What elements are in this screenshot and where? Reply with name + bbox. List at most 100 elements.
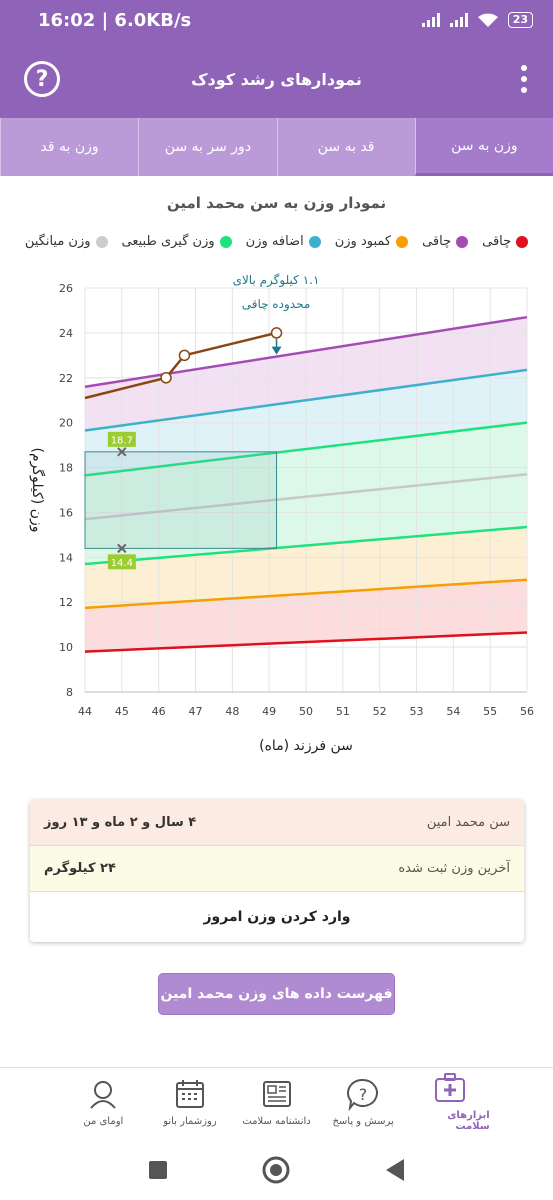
range-marker-low-label: 14.4 bbox=[111, 558, 133, 569]
range-marker-high-label: 18.7 bbox=[111, 435, 133, 446]
legend-dot bbox=[95, 235, 108, 248]
legend-label: وزن گیری طبیعی bbox=[121, 234, 215, 249]
x-tick-label: 56 bbox=[520, 705, 534, 718]
calendar-icon bbox=[175, 1079, 204, 1108]
weight-row: آخرین وزن ثبت شده ۲۴ کیلوگرم bbox=[30, 846, 524, 892]
profile-icon bbox=[90, 1080, 117, 1109]
y-tick-label: 26 bbox=[59, 282, 73, 295]
legend-dot bbox=[219, 235, 232, 248]
legend-dot bbox=[396, 235, 409, 248]
legend-dot bbox=[308, 235, 321, 248]
legend-label: اضافه وزن bbox=[245, 234, 304, 249]
y-tick-label: 24 bbox=[59, 327, 73, 340]
enter-weight-button[interactable]: وارد کردن وزن امروز bbox=[203, 909, 351, 925]
x-tick-label: 49 bbox=[262, 705, 276, 718]
annotation-arrow-head bbox=[271, 346, 282, 355]
y-tick-label: 12 bbox=[59, 596, 73, 609]
nav-profile[interactable]: اومای من bbox=[63, 1068, 143, 1135]
y-axis-label: وزن (کیلوگرم) bbox=[29, 448, 46, 533]
medical-kit-icon bbox=[434, 1073, 465, 1102]
range-marker-badge bbox=[107, 554, 136, 570]
tab-weight-age[interactable]: وزن به سن bbox=[414, 118, 553, 176]
signal-icon bbox=[421, 13, 440, 27]
status-bar: 16:02 | 6.0KB/s 23 bbox=[0, 0, 553, 40]
overflow-menu-button[interactable] bbox=[519, 65, 529, 93]
weight-list-button[interactable]: فهرست داده های وزن محمد امین bbox=[158, 973, 395, 1015]
page-title: نمودارهای رشد کودک bbox=[191, 69, 362, 89]
legend-item: اضافه وزن bbox=[246, 234, 321, 249]
x-tick-label: 47 bbox=[189, 705, 203, 718]
legend-label: وزن میانگین bbox=[24, 234, 91, 249]
x-axis-label: سن فرزند (ماه) bbox=[259, 738, 353, 754]
x-tick-label: 52 bbox=[373, 705, 387, 718]
child-weight-point bbox=[270, 327, 283, 339]
range-marker-x bbox=[117, 447, 127, 457]
home-icon[interactable] bbox=[262, 1156, 290, 1184]
back-icon[interactable] bbox=[384, 1158, 406, 1182]
age-label: سن محمد امین bbox=[426, 815, 510, 830]
tab-bar: وزن به سن قد به سن دور سر به سن وزن به ق… bbox=[0, 118, 553, 176]
y-tick-label: 16 bbox=[59, 506, 73, 519]
x-tick-label: 51 bbox=[336, 705, 350, 718]
status-speed: 6.0KB/s bbox=[114, 9, 192, 31]
nav-encyclopedia[interactable]: دانشنامه سلامت bbox=[237, 1068, 317, 1135]
legend-dot bbox=[456, 235, 469, 248]
x-tick-label: 55 bbox=[483, 705, 497, 718]
legend-dot bbox=[516, 235, 529, 248]
reference-line-orange bbox=[84, 578, 528, 610]
help-button[interactable]: ? bbox=[24, 61, 60, 97]
system-nav bbox=[0, 1140, 553, 1200]
x-tick-label: 46 bbox=[152, 705, 166, 718]
x-tick-label: 54 bbox=[446, 705, 460, 718]
legend-item: وزن میانگین bbox=[25, 234, 108, 249]
y-tick-label: 18 bbox=[59, 462, 73, 475]
status-time: 16:02 bbox=[38, 9, 96, 31]
child-weight-line bbox=[84, 331, 277, 400]
annotation-line-1: ۱.۱ کیلوگرم بالای bbox=[233, 273, 320, 288]
weight-label: آخرین وزن ثبت شده bbox=[398, 861, 510, 876]
reference-line-red bbox=[84, 631, 528, 653]
x-tick-label: 50 bbox=[299, 705, 313, 718]
recent-apps-icon[interactable] bbox=[148, 1160, 168, 1180]
nav-qa[interactable]: ? پرسش و پاسخ bbox=[323, 1068, 403, 1135]
wifi-icon bbox=[477, 13, 498, 27]
legend-item: کمبود وزن bbox=[334, 234, 409, 249]
question-bubble-icon: ? bbox=[347, 1078, 379, 1111]
tab-weight-height[interactable]: وزن به قد bbox=[0, 118, 138, 176]
reference-line-green_high bbox=[84, 421, 528, 477]
y-tick-label: 22 bbox=[59, 372, 73, 385]
legend-label: کمبود وزن bbox=[334, 234, 392, 249]
x-tick-label: 45 bbox=[115, 705, 129, 718]
x-tick-label: 53 bbox=[410, 705, 424, 718]
reference-line-purple bbox=[84, 315, 528, 388]
nav-health-tools[interactable]: ابزارهای سلامت bbox=[410, 1068, 490, 1135]
normal-range-box bbox=[84, 451, 278, 549]
signal-icon-2 bbox=[449, 13, 468, 27]
legend-label: چاقی bbox=[422, 234, 452, 249]
info-card: سن محمد امین ۴ سال و ۲ ماه و ۱۳ روز آخری… bbox=[30, 800, 524, 942]
growth-chart: 44 45 46 47 48 49 50 51 52 53 54 55 56 8 10 12 14 16 18 20 2… bbox=[29, 273, 534, 754]
legend-item: وزن گیری طبیعی bbox=[122, 234, 232, 249]
legend-item: چاقی bbox=[482, 234, 529, 249]
app-bar: ? نمودارهای رشد کودک bbox=[0, 40, 553, 118]
legend-item: چاقی bbox=[422, 234, 469, 249]
reference-line-blue bbox=[84, 368, 528, 432]
child-weight-point bbox=[178, 349, 191, 362]
x-tick-label: 48 bbox=[225, 705, 239, 718]
reference-line-green_low bbox=[84, 525, 528, 566]
age-row: سن محمد امین ۴ سال و ۲ ماه و ۱۳ روز bbox=[30, 800, 524, 846]
question-icon: ? bbox=[35, 66, 49, 92]
nav-calendar[interactable]: روزشمار بانو bbox=[150, 1068, 230, 1135]
tab-head-age[interactable]: دور سر به سن bbox=[138, 118, 276, 176]
age-value: ۴ سال و ۲ ماه و ۱۳ روز bbox=[44, 815, 197, 830]
y-tick-label: 10 bbox=[59, 641, 73, 654]
legend-label: چاقی bbox=[482, 234, 512, 249]
svg-text:?: ? bbox=[359, 1085, 368, 1104]
y-tick-label: 8 bbox=[66, 686, 73, 699]
newspaper-icon bbox=[262, 1080, 291, 1107]
range-marker-badge bbox=[107, 431, 136, 447]
weight-value: ۲۴ کیلوگرم bbox=[44, 861, 116, 876]
reference-line-mean bbox=[84, 473, 528, 521]
y-tick-label: 14 bbox=[59, 551, 73, 564]
tab-height-age[interactable]: قد به سن bbox=[276, 118, 415, 176]
